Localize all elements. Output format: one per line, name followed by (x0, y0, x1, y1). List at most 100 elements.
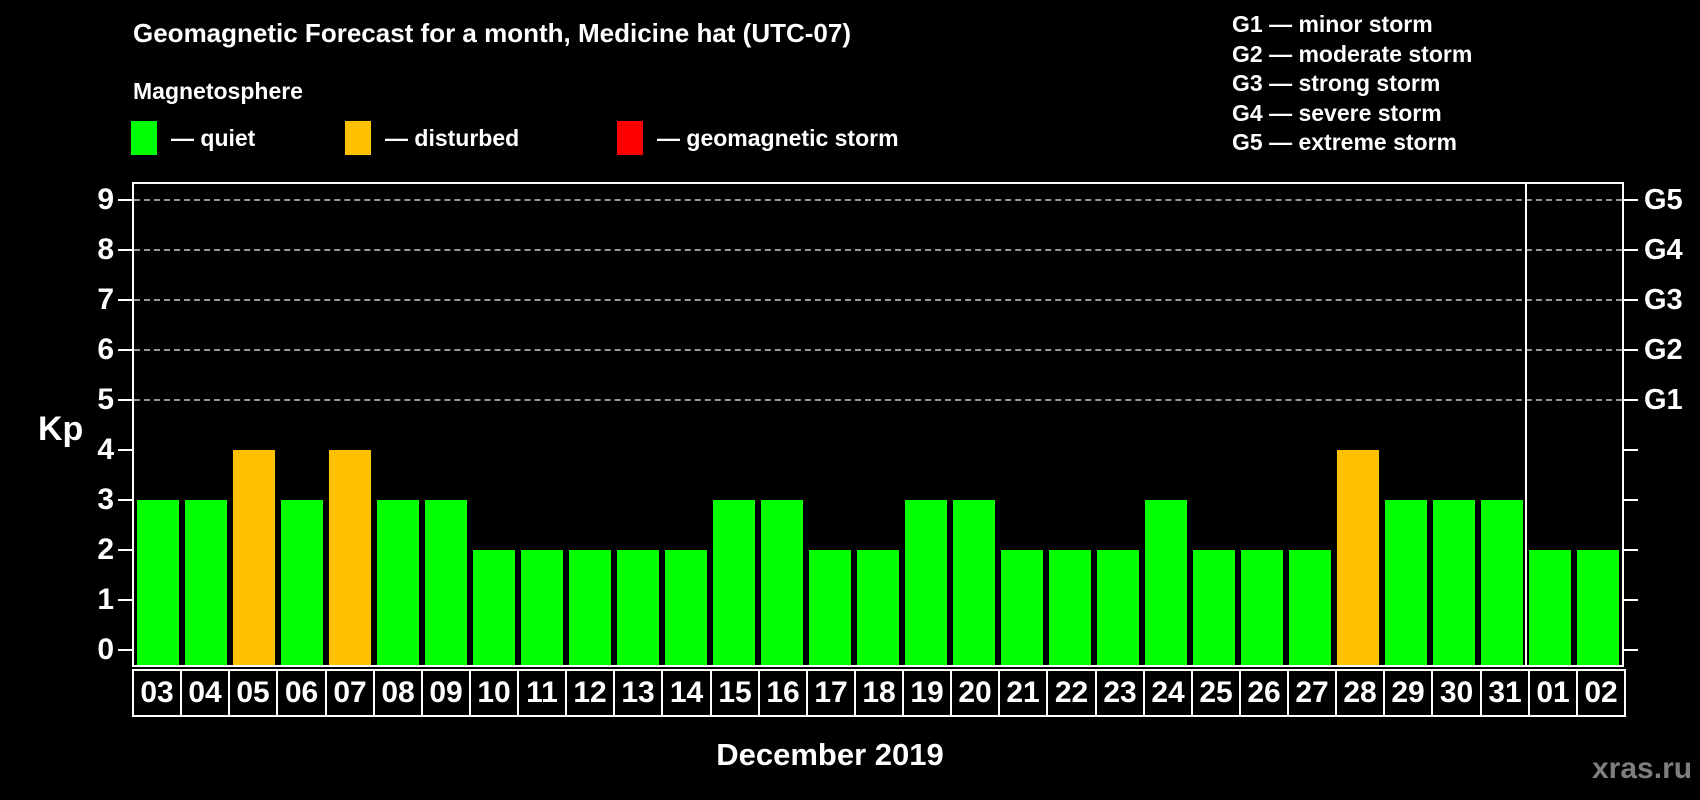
kp-bar-26 (1241, 550, 1283, 665)
g1-legend-line: G1 — minor storm (1232, 11, 1433, 37)
kp-bar-16 (761, 500, 803, 665)
right-tick-kp3 (1624, 499, 1638, 501)
date-label-20: 20 (950, 669, 1000, 717)
date-label-04: 04 (180, 669, 230, 717)
legend-item-disturbed: — disturbed (345, 120, 519, 156)
right-axis-label-g2: G2 (1644, 334, 1683, 366)
right-axis-label-g3: G3 (1644, 284, 1683, 316)
date-label-24: 24 (1143, 669, 1193, 717)
date-label-16: 16 (758, 669, 808, 717)
kp-bar-08 (377, 500, 419, 665)
left-tick-kp6 (118, 349, 132, 351)
date-label-01: 01 (1528, 669, 1578, 717)
right-tick-kp5 (1624, 399, 1638, 401)
kp-bar-19 (905, 500, 947, 665)
kp-bar-01 (1529, 550, 1571, 665)
kp-bar-06 (281, 500, 323, 665)
kp-bar-13 (617, 550, 659, 665)
kp-bar-03 (137, 500, 179, 665)
y-tick-label-2: 2 (97, 533, 114, 566)
kp-bar-11 (521, 550, 563, 665)
y-tick-label-3: 3 (97, 483, 114, 516)
kp-bar-12 (569, 550, 611, 665)
kp-bar-14 (665, 550, 707, 665)
storm-label: — geomagnetic storm (657, 124, 899, 151)
storm-color-swatch (617, 121, 643, 155)
kp-bar-20 (953, 500, 995, 665)
date-label-07: 07 (325, 669, 375, 717)
y-tick-label-6: 6 (97, 333, 114, 366)
gridline-kp7 (134, 299, 1622, 301)
kp-bar-21 (1001, 550, 1043, 665)
gridline-kp8 (134, 249, 1622, 251)
left-tick-kp5 (118, 399, 132, 401)
y-tick-label-7: 7 (97, 283, 114, 316)
y-tick-label-8: 8 (97, 233, 114, 266)
date-label-23: 23 (1095, 669, 1145, 717)
kp-bar-31 (1481, 500, 1523, 665)
date-label-31: 31 (1480, 669, 1530, 717)
date-label-08: 08 (373, 669, 423, 717)
kp-bar-17 (809, 550, 851, 665)
kp-bar-09 (425, 500, 467, 665)
right-axis-label-g1: G1 (1644, 384, 1683, 416)
y-tick-label-1: 1 (97, 583, 114, 616)
right-tick-kp7 (1624, 299, 1638, 301)
date-label-17: 17 (806, 669, 856, 717)
gridline-kp5 (134, 399, 1622, 401)
g-scale-legend: G1 — minor storm G2 — moderate storm G3 … (1232, 10, 1472, 158)
kp-bar-07 (329, 450, 371, 665)
date-label-06: 06 (276, 669, 327, 717)
y-axis-title: Kp (38, 410, 84, 448)
date-label-30: 30 (1431, 669, 1482, 717)
gridline-kp9 (134, 199, 1622, 201)
right-axis-label-g4: G4 (1644, 234, 1683, 266)
right-tick-kp0 (1624, 649, 1638, 651)
kp-bar-04 (185, 500, 227, 665)
left-tick-kp3 (118, 499, 132, 501)
g5-legend-line: G5 — extreme storm (1232, 129, 1457, 155)
date-label-09: 09 (421, 669, 471, 717)
date-label-29: 29 (1383, 669, 1433, 717)
right-axis-label-g5: G5 (1644, 184, 1683, 216)
kp-bar-30 (1433, 500, 1475, 665)
left-tick-kp0 (118, 649, 132, 651)
month-label: December 2019 (716, 737, 944, 772)
date-label-25: 25 (1191, 669, 1241, 717)
right-tick-kp1 (1624, 599, 1638, 601)
date-label-27: 27 (1287, 669, 1337, 717)
quiet-color-swatch (131, 121, 157, 155)
kp-bar-22 (1049, 550, 1091, 665)
right-tick-kp6 (1624, 349, 1638, 351)
date-label-05: 05 (228, 669, 278, 717)
g3-legend-line: G3 — strong storm (1232, 70, 1441, 96)
plot-inner (134, 184, 1622, 665)
kp-bar-10 (473, 550, 515, 665)
left-tick-kp4 (118, 449, 132, 451)
date-label-14: 14 (661, 669, 712, 717)
watermark: xras.ru (1592, 752, 1693, 785)
chart-title: Geomagnetic Forecast for a month, Medici… (133, 18, 851, 48)
date-label-02: 02 (1576, 669, 1626, 717)
legend-item-storm: — geomagnetic storm (617, 120, 899, 156)
date-label-10: 10 (469, 669, 519, 717)
y-tick-label-4: 4 (97, 433, 114, 466)
disturbed-label: — disturbed (385, 124, 520, 151)
left-tick-kp2 (118, 549, 132, 551)
date-label-12: 12 (565, 669, 615, 717)
date-label-26: 26 (1239, 669, 1289, 717)
kp-bar-15 (713, 500, 755, 665)
g2-legend-line: G2 — moderate storm (1232, 40, 1473, 67)
magnetosphere-label: Magnetosphere (133, 78, 303, 104)
date-label-15: 15 (710, 669, 760, 717)
date-label-19: 19 (902, 669, 952, 717)
right-tick-kp9 (1624, 199, 1638, 201)
gridline-kp6 (134, 349, 1622, 351)
y-tick-label-5: 5 (97, 383, 114, 416)
quiet-label: — quiet (171, 124, 256, 151)
left-tick-kp1 (118, 599, 132, 601)
kp-bar-28 (1337, 450, 1379, 665)
date-label-11: 11 (517, 669, 567, 717)
right-tick-kp2 (1624, 549, 1638, 551)
